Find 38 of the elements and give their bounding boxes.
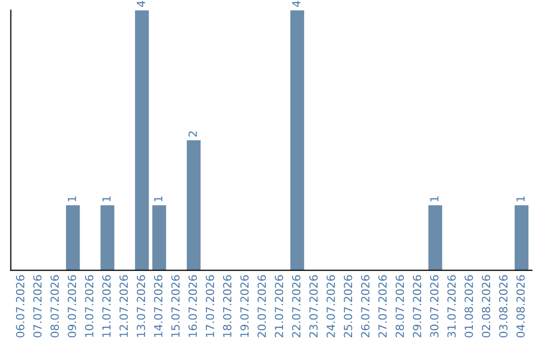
x-tick-label: 27.07.2026	[378, 275, 387, 338]
x-tick-label: 02.08.2026	[482, 275, 490, 338]
data-label: 1	[68, 196, 76, 202]
x-tick-label: 31.07.2026	[447, 275, 456, 338]
x-tick-label: 04.08.2026	[516, 275, 525, 338]
data-label: 1	[102, 196, 110, 202]
x-tick-label: 22.07.2026	[292, 275, 300, 338]
data-label: 4	[292, 0, 300, 7]
x-tick-label: 13.07.2026	[136, 275, 146, 337]
x-tick-label: 18.07.2026	[223, 275, 232, 337]
x-tick-label: 25.07.2026	[344, 275, 352, 338]
x-tick-label: 16.07.2026	[188, 275, 197, 337]
x-tick-label: 01.08.2026	[464, 275, 474, 338]
x-tick-label: 28.07.2026	[396, 275, 404, 338]
x-tick-label: 26.07.2026	[361, 275, 370, 338]
x-tick-label: 20.07.2026	[258, 275, 266, 338]
data-label: 4	[136, 0, 146, 7]
x-tick-label: 09.07.2026	[68, 275, 76, 338]
data-label: 1	[154, 196, 162, 202]
x-tick-label: 12.07.2026	[120, 275, 128, 337]
x-tick-label: 23.07.2026	[309, 275, 318, 338]
x-tick-label: 14.07.2026	[154, 275, 162, 337]
x-tick-label: 24.07.2026	[326, 275, 335, 338]
x-tick-label: 21.07.2026	[274, 275, 284, 338]
x-tick-label: 10.07.2026	[84, 275, 94, 337]
x-tick-label: 30.07.2026	[430, 275, 438, 338]
x-tick-label: 17.07.2026	[206, 275, 214, 337]
data-label: 2	[188, 132, 197, 137]
x-tick-label: 29.07.2026	[412, 275, 422, 338]
x-tick-label: 03.08.2026	[499, 275, 508, 338]
x-tick-label: 15.07.2026	[171, 275, 180, 337]
data-label: 1	[516, 196, 525, 202]
x-tick-label: 08.07.2026	[50, 275, 59, 338]
x-tick-label: 19.07.2026	[240, 275, 249, 337]
x-tick-label: 11.07.2026	[102, 275, 111, 337]
x-tick-label: 06.07.2026	[16, 275, 24, 338]
x-tick-label: 07.07.2026	[33, 275, 42, 338]
data-label: 1	[430, 196, 438, 202]
